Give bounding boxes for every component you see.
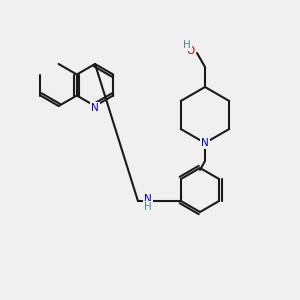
Text: H: H — [144, 202, 152, 212]
Text: O: O — [187, 46, 195, 56]
Text: H: H — [183, 40, 191, 50]
Text: N: N — [201, 138, 209, 148]
Text: N: N — [91, 103, 99, 113]
Text: N: N — [144, 194, 152, 204]
